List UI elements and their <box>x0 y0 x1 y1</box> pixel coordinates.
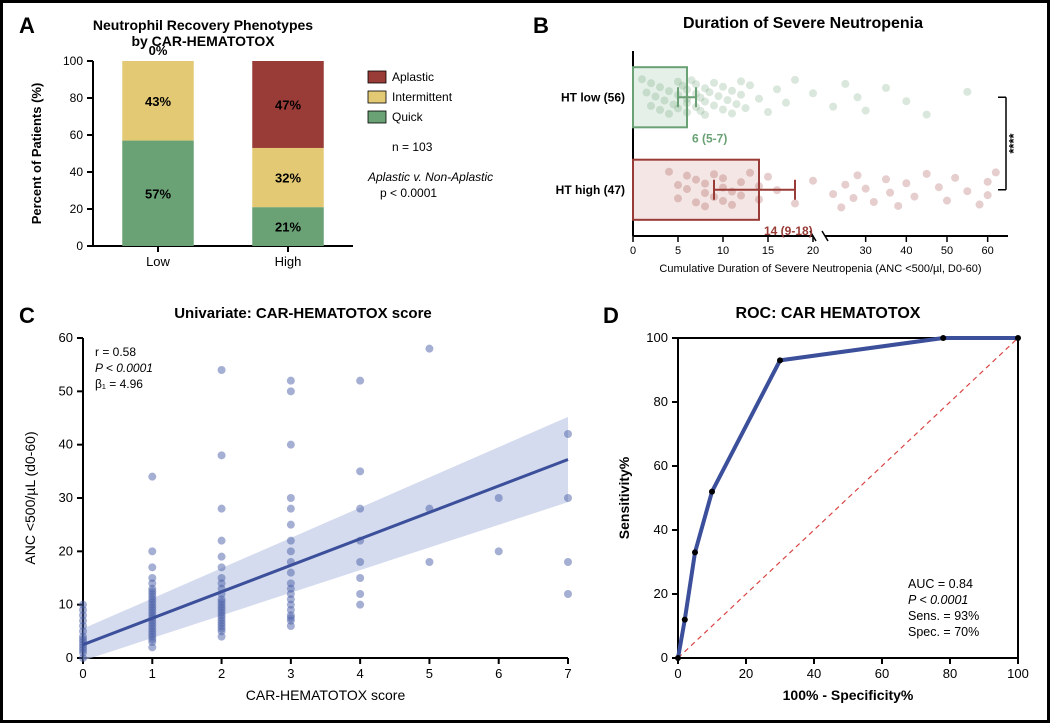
svg-text:20: 20 <box>70 202 84 216</box>
svg-text:14 (9-18): 14 (9-18) <box>764 224 813 238</box>
svg-text:High: High <box>275 254 302 269</box>
svg-text:β₁ = 4.96: β₁ = 4.96 <box>95 377 143 391</box>
svg-text:4: 4 <box>357 666 364 681</box>
svg-text:Aplastic v. Non-Aplastic: Aplastic v. Non-Aplastic <box>367 170 493 184</box>
svg-text:100: 100 <box>63 54 83 68</box>
svg-text:Low: Low <box>146 254 170 269</box>
svg-text:Percent of Patients (%): Percent of Patients (%) <box>29 83 44 225</box>
svg-text:Sensitivity%: Sensitivity% <box>616 456 632 539</box>
svg-text:0: 0 <box>76 239 83 253</box>
svg-text:40: 40 <box>654 522 668 537</box>
panel-d: D ROC: CAR HEMATOTOX 00 20 20 40 40 60 60 80 80 1… <box>603 303 1043 713</box>
svg-text:50: 50 <box>941 245 953 257</box>
panel-c-label: C <box>19 303 35 329</box>
svg-text:0: 0 <box>66 650 73 665</box>
svg-text:30: 30 <box>59 490 73 505</box>
svg-text:0: 0 <box>674 666 681 681</box>
svg-text:80: 80 <box>70 91 84 105</box>
svg-text:CAR-HEMATOTOX score: CAR-HEMATOTOX score <box>246 687 406 703</box>
svg-text:2: 2 <box>218 666 225 681</box>
svg-text:60: 60 <box>982 245 994 257</box>
svg-text:40: 40 <box>807 666 821 681</box>
svg-text:60: 60 <box>59 330 73 345</box>
svg-text:Spec. = 70%: Spec. = 70% <box>908 625 979 639</box>
svg-text:Intermittent: Intermittent <box>392 90 453 104</box>
svg-text:20: 20 <box>739 666 753 681</box>
svg-text:40: 40 <box>70 165 84 179</box>
svg-text:60: 60 <box>875 666 889 681</box>
panel-b-label: B <box>533 13 549 39</box>
svg-text:n = 103: n = 103 <box>392 140 433 154</box>
svg-text:32%: 32% <box>275 171 301 186</box>
svg-text:****: **** <box>1006 132 1021 153</box>
svg-text:80: 80 <box>943 666 957 681</box>
svg-text:p < 0.0001: p < 0.0001 <box>380 186 437 200</box>
panel-b-chart: 0 5 10 15 20 30 40 50 60Cumulative Duration of S… <box>533 11 1038 291</box>
panel-d-label: D <box>603 303 619 329</box>
svg-text:43%: 43% <box>145 94 171 109</box>
panel-a-chart: 0 20 40 60 80 100 Percent of Patients (%) 57% 43… <box>13 11 523 291</box>
svg-text:0: 0 <box>661 650 668 665</box>
svg-text:Aplastic: Aplastic <box>392 70 434 84</box>
svg-text:57%: 57% <box>145 186 171 201</box>
figure: A Neutrophil Recovery Phenotypes by CAR-… <box>0 0 1050 723</box>
svg-text:40: 40 <box>59 437 73 452</box>
svg-text:Cumulative Duration of Severe: Cumulative Duration of Severe Neutropeni… <box>659 263 981 275</box>
svg-text:21%: 21% <box>275 220 301 235</box>
svg-text:60: 60 <box>70 128 84 142</box>
svg-text:0: 0 <box>630 245 636 257</box>
panel-c-chart: 0 1 2 3 4 5 6 7 0 10 20 30 40 50 60 CAR-HEMATOTOX score… <box>13 303 588 713</box>
panel-c: C Univariate: CAR-HEMATOTOX score 0 1 2 3 4 5… <box>13 303 588 713</box>
svg-text:5: 5 <box>675 245 681 257</box>
svg-text:r = 0.58: r = 0.58 <box>95 345 136 359</box>
panel-b-title: Duration of Severe Neutropenia <box>613 15 993 33</box>
svg-text:AUC = 0.84: AUC = 0.84 <box>908 577 973 591</box>
svg-text:50: 50 <box>59 383 73 398</box>
svg-text:100: 100 <box>646 330 668 345</box>
svg-text:3: 3 <box>287 666 294 681</box>
svg-text:100: 100 <box>1007 666 1029 681</box>
svg-text:10: 10 <box>59 597 73 612</box>
svg-text:HT high (47): HT high (47) <box>556 183 625 197</box>
svg-text:6 (5-7): 6 (5-7) <box>692 131 727 145</box>
svg-text:30: 30 <box>860 245 872 257</box>
panel-c-title: Univariate: CAR-HEMATOTOX score <box>93 305 513 322</box>
panel-b: B Duration of Severe Neutropenia 0 5 10 15 2… <box>533 11 1038 291</box>
svg-text:20: 20 <box>654 586 668 601</box>
panel-a: A Neutrophil Recovery Phenotypes by CAR-… <box>13 11 523 291</box>
svg-text:100% - Specificity%: 100% - Specificity% <box>783 687 914 703</box>
svg-text:20: 20 <box>59 543 73 558</box>
panel-a-label: A <box>19 13 35 39</box>
svg-text:P < 0.0001: P < 0.0001 <box>95 361 153 375</box>
svg-text:P < 0.0001: P < 0.0001 <box>908 593 968 607</box>
svg-text:40: 40 <box>900 245 912 257</box>
svg-text:ANC <500/µL (d0-60): ANC <500/µL (d0-60) <box>22 431 38 564</box>
svg-text:Sens. = 93%: Sens. = 93% <box>908 609 979 623</box>
svg-text:5: 5 <box>426 666 433 681</box>
svg-text:80: 80 <box>654 394 668 409</box>
svg-text:10: 10 <box>717 245 729 257</box>
svg-text:Quick: Quick <box>392 110 424 124</box>
svg-text:47%: 47% <box>275 97 301 112</box>
svg-text:20: 20 <box>807 245 819 257</box>
svg-text:15: 15 <box>762 245 774 257</box>
svg-text:6: 6 <box>495 666 502 681</box>
panel-a-title: Neutrophil Recovery Phenotypes by CAR-HE… <box>53 17 353 49</box>
svg-text:HT low (56): HT low (56) <box>561 90 625 104</box>
panel-d-title: ROC: CAR HEMATOTOX <box>663 305 993 323</box>
svg-text:0: 0 <box>79 666 86 681</box>
svg-text:60: 60 <box>654 458 668 473</box>
svg-text:1: 1 <box>149 666 156 681</box>
panel-d-chart: 00 20 20 40 40 60 60 80 80 100 100 100% - Specifici… <box>603 303 1043 713</box>
svg-text:7: 7 <box>564 666 571 681</box>
